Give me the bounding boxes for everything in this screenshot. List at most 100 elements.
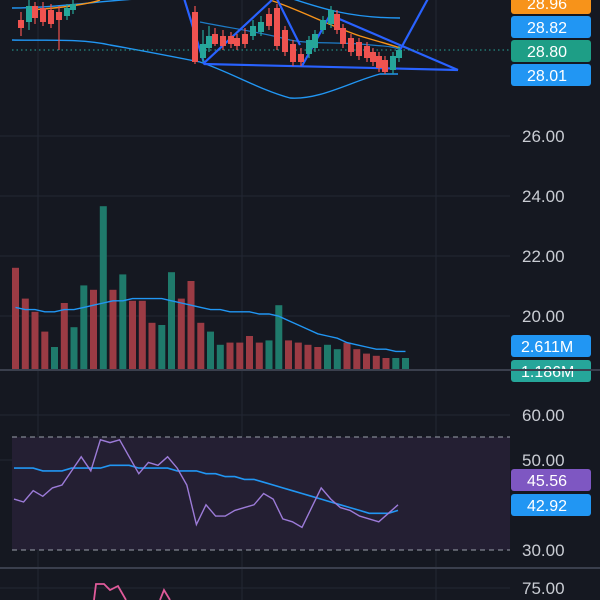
triangle-pattern[interactable] [183,0,459,72]
candle-body [340,28,346,44]
candle-body [206,36,212,48]
volume-bar [372,355,380,369]
rsi-badge-text: 45.56 [527,473,567,490]
volume-bar [41,331,49,369]
volume-bar [304,344,312,369]
volume-bar [187,281,195,369]
lower-axis-label: 75.00 [522,579,565,598]
candle-body [18,20,24,28]
volume-bars [12,206,409,369]
candle-body [364,46,370,58]
volume-badge-text: 1.186M [521,364,574,381]
candle-body [48,10,54,24]
price-axis-label: 20.00 [522,307,565,326]
rsi-line [13,438,399,529]
volume-bar [148,322,156,369]
price-badge-blue [511,64,591,86]
price-badges: 28.96 28.82 28.80 28.01 [511,0,591,86]
candle-body [70,4,76,10]
candle-body [250,26,256,36]
price-axis: 26.00 24.00 22.00 20.00 [522,127,565,326]
rsi-badge-text: 42.92 [527,498,567,515]
volume-bar [392,358,400,369]
price-badge-orange [511,0,591,14]
volume-bar [285,340,292,369]
volume-bar [363,353,370,369]
price-badge-blue [511,16,591,38]
candle-body [32,6,38,18]
volume-bar [275,305,283,369]
rsi-band-fill [12,437,510,550]
candle-body [212,34,218,44]
candle-body [192,12,198,62]
candle-body [242,34,248,44]
candle-body [328,10,334,24]
volume-bar [80,285,88,369]
candle-body [306,40,312,54]
rsi-badges: 45.56 42.92 [511,469,591,516]
rsi-panel[interactable] [12,436,510,551]
rsi-axis-label: 60.00 [522,406,565,425]
rsi-badge-purple [511,469,591,491]
volume-bar [255,342,263,369]
volume-bar [353,349,361,369]
volume-bar [60,303,68,369]
price-badge-text: 28.82 [527,20,567,37]
candle-body [298,54,304,62]
price-axis-label: 24.00 [522,187,565,206]
volume-bar [51,347,58,369]
candle-body [282,30,288,52]
volume-bar [138,300,146,369]
volume-bar [177,298,185,369]
volume-bar [314,347,322,369]
volume-bar [129,300,136,369]
candle-body [370,52,376,62]
price-panel[interactable] [11,0,510,99]
volume-panel[interactable] [12,206,409,369]
volume-bar [294,342,302,369]
volume-bar [90,289,97,369]
price-badge-text: 28.96 [527,0,567,13]
volume-bar [265,340,273,369]
candle-body [266,14,272,26]
price-badge-text: 28.80 [527,44,567,61]
volume-bar [246,336,253,369]
candle-body [320,20,326,30]
candle-body [390,56,396,70]
rsi-axis-label: 30.00 [522,541,565,560]
volume-bar [402,358,409,369]
price-axis-label: 26.00 [522,127,565,146]
candle-body [234,38,240,46]
volume-bar [99,206,107,369]
volume-bar [119,274,127,369]
candle-body [274,8,280,46]
volume-bar [382,358,390,369]
volume-bar [216,344,224,369]
candles [18,0,402,74]
rsi-axis-label: 50.00 [522,451,565,470]
volume-bar [197,322,205,369]
volume-bar [226,342,234,369]
volume-badge-text: 2.611M [521,339,573,356]
price-axis-label: 22.00 [522,247,565,266]
volume-bar [343,342,351,369]
candle-body [64,8,70,16]
lower-indicator-line [93,583,171,600]
volume-bar [207,331,214,369]
volume-bar [109,289,117,369]
candle-body [356,42,362,56]
price-badge-text: 28.01 [527,68,567,85]
candle-body [376,56,382,68]
candle-body [56,12,62,20]
volume-badge [511,335,591,357]
candle-body [334,14,340,30]
candle-body [396,50,402,58]
volume-bar [324,344,331,369]
price-badge-green [511,40,591,62]
volume-bar [158,325,166,369]
volume-moving-average [15,297,406,353]
rsi-badge-blue [511,494,591,516]
lower-panel[interactable]: 75.00 [93,579,565,600]
volume-bar [31,311,39,369]
